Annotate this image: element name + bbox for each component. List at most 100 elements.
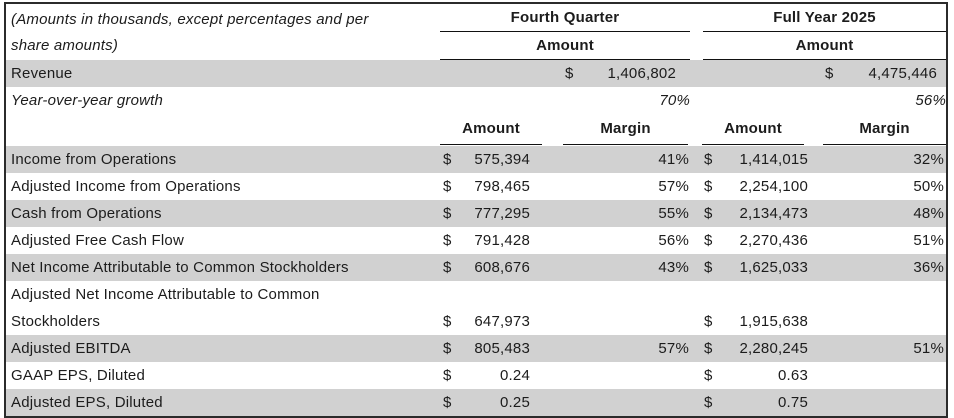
- fy-amount: 2,270,436: [739, 232, 808, 249]
- table-row: GAAP EPS, Diluted $ 0.24 $ 0.63: [6, 362, 946, 389]
- q4-amount: 0.25: [500, 394, 530, 411]
- group-gap: [690, 389, 703, 416]
- revenue-fy-cell: $ 4,475,446: [703, 60, 946, 87]
- growth-fy-value: 56%: [915, 92, 946, 109]
- fy-amount: 1,915,638: [739, 313, 808, 330]
- fy-amount: 1,414,015: [739, 151, 808, 168]
- fy-margin-column-header: Margin: [823, 115, 946, 145]
- fy-margin: 36%: [913, 259, 944, 276]
- q4-margin: [542, 362, 690, 389]
- row-label: Net Income Attributable to Common Stockh…: [11, 259, 349, 276]
- row-label: Adjusted EPS, Diluted: [11, 394, 163, 411]
- row-label: Cash from Operations: [11, 205, 162, 222]
- table-row: Adjusted Income from Operations $ 798,46…: [6, 173, 946, 200]
- q4-margin: 41%: [658, 151, 689, 168]
- fy-currency: $: [704, 394, 713, 411]
- row-label: Adjusted Income from Operations: [11, 178, 241, 195]
- fy-currency: $: [704, 259, 713, 276]
- q4-amount: 647,973: [474, 313, 530, 330]
- table-row: Adjusted Net Income Attributable to Comm…: [6, 281, 946, 335]
- q4-currency: $: [443, 259, 452, 276]
- table-row: Adjusted Free Cash Flow $ 791,428 56% $ …: [6, 227, 946, 254]
- revenue-fy-amount: 4,475,446: [868, 65, 937, 82]
- fy-amount: 2,280,245: [739, 340, 808, 357]
- row-label: Revenue: [11, 65, 73, 82]
- full-year-period-label: Full Year 2025: [703, 4, 946, 32]
- fy-amount: 2,254,100: [739, 178, 808, 195]
- fy-margin: 51%: [913, 340, 944, 357]
- table-row: Adjusted EPS, Diluted $ 0.25 $ 0.75: [6, 389, 946, 416]
- fy-currency: $: [704, 205, 713, 222]
- q4-amount: 575,394: [474, 151, 530, 168]
- currency-symbol: $: [565, 65, 574, 82]
- fy-currency: $: [704, 340, 713, 357]
- fy-amount: 0.75: [778, 394, 808, 411]
- fy-margin: [809, 362, 946, 389]
- q4-currency: $: [443, 205, 452, 222]
- column-header-row: Amount Margin Amount Margin: [6, 114, 946, 146]
- table-row-revenue: Revenue $ 1,406,802 $ 4,475,446: [6, 60, 946, 87]
- fy-margin: 51%: [913, 232, 944, 249]
- q4-margin: 57%: [658, 340, 689, 357]
- full-year-group-header: Full Year 2025 Amount: [703, 4, 946, 60]
- q4-amount: 777,295: [474, 205, 530, 222]
- q4-margin: [542, 389, 690, 416]
- row-label: Adjusted Free Cash Flow: [11, 232, 185, 249]
- fy-currency: $: [704, 367, 713, 384]
- row-label: Adjusted Net Income Attributable to Comm…: [11, 286, 320, 330]
- row-label: Income from Operations: [11, 151, 177, 168]
- q4-amount: 608,676: [474, 259, 530, 276]
- table-row: Adjusted EBITDA $ 805,483 57% $ 2,280,24…: [6, 335, 946, 362]
- fy-currency: $: [704, 178, 713, 195]
- q4-amount: 791,428: [474, 232, 530, 249]
- fourth-quarter-amount-label: Amount: [440, 32, 690, 60]
- table-row-growth: Year-over-year growth 70% 56%: [6, 87, 946, 114]
- table-row: Income from Operations $ 575,394 41% $ 1…: [6, 146, 946, 173]
- fy-margin: 48%: [913, 205, 944, 222]
- revenue-q4-amount: 1,406,802: [607, 65, 676, 82]
- fy-currency: $: [704, 232, 713, 249]
- group-gap: [690, 254, 703, 281]
- q4-currency: $: [443, 232, 452, 249]
- group-gap: [690, 146, 703, 173]
- q4-currency: $: [443, 313, 452, 330]
- q4-margin: 55%: [658, 205, 689, 222]
- row-label: Adjusted EBITDA: [11, 340, 131, 357]
- q4-amount: 805,483: [474, 340, 530, 357]
- fourth-quarter-period-label: Fourth Quarter: [440, 4, 690, 32]
- group-gap: [690, 87, 703, 114]
- group-gap: [690, 362, 703, 389]
- fy-amount: 0.63: [778, 367, 808, 384]
- q4-currency: $: [443, 178, 452, 195]
- fy-margin: [809, 389, 946, 416]
- fy-amount: 2,134,473: [739, 205, 808, 222]
- fy-amount-column-header: Amount: [702, 115, 804, 145]
- q4-margin: 57%: [658, 178, 689, 195]
- fy-currency: $: [704, 151, 713, 168]
- table-note: (Amounts in thousands, except percentage…: [11, 11, 369, 54]
- currency-symbol: $: [825, 65, 834, 82]
- group-gap: [690, 173, 703, 200]
- fourth-quarter-group-header: Fourth Quarter Amount: [440, 4, 690, 60]
- group-gap: [690, 60, 703, 87]
- group-gap: [690, 335, 703, 362]
- fy-margin: 50%: [913, 178, 944, 195]
- q4-margin: 56%: [658, 232, 689, 249]
- growth-q4-value: 70%: [659, 92, 690, 109]
- revenue-q4-cell: $ 1,406,802: [440, 60, 690, 87]
- row-label: GAAP EPS, Diluted: [11, 367, 146, 384]
- header-row: (Amounts in thousands, except percentage…: [6, 4, 946, 60]
- q4-amount-column-header: Amount: [440, 115, 542, 145]
- q4-currency: $: [443, 340, 452, 357]
- q4-currency: $: [443, 394, 452, 411]
- q4-amount: 798,465: [474, 178, 530, 195]
- row-label: Year-over-year growth: [11, 92, 164, 109]
- q4-currency: $: [443, 367, 452, 384]
- fy-currency: $: [704, 313, 713, 330]
- q4-currency: $: [443, 151, 452, 168]
- table-row: Net Income Attributable to Common Stockh…: [6, 254, 946, 281]
- fy-amount: 1,625,033: [739, 259, 808, 276]
- table-row: Cash from Operations $ 777,295 55% $ 2,1…: [6, 200, 946, 227]
- group-gap: [690, 227, 703, 254]
- full-year-amount-label: Amount: [703, 32, 946, 60]
